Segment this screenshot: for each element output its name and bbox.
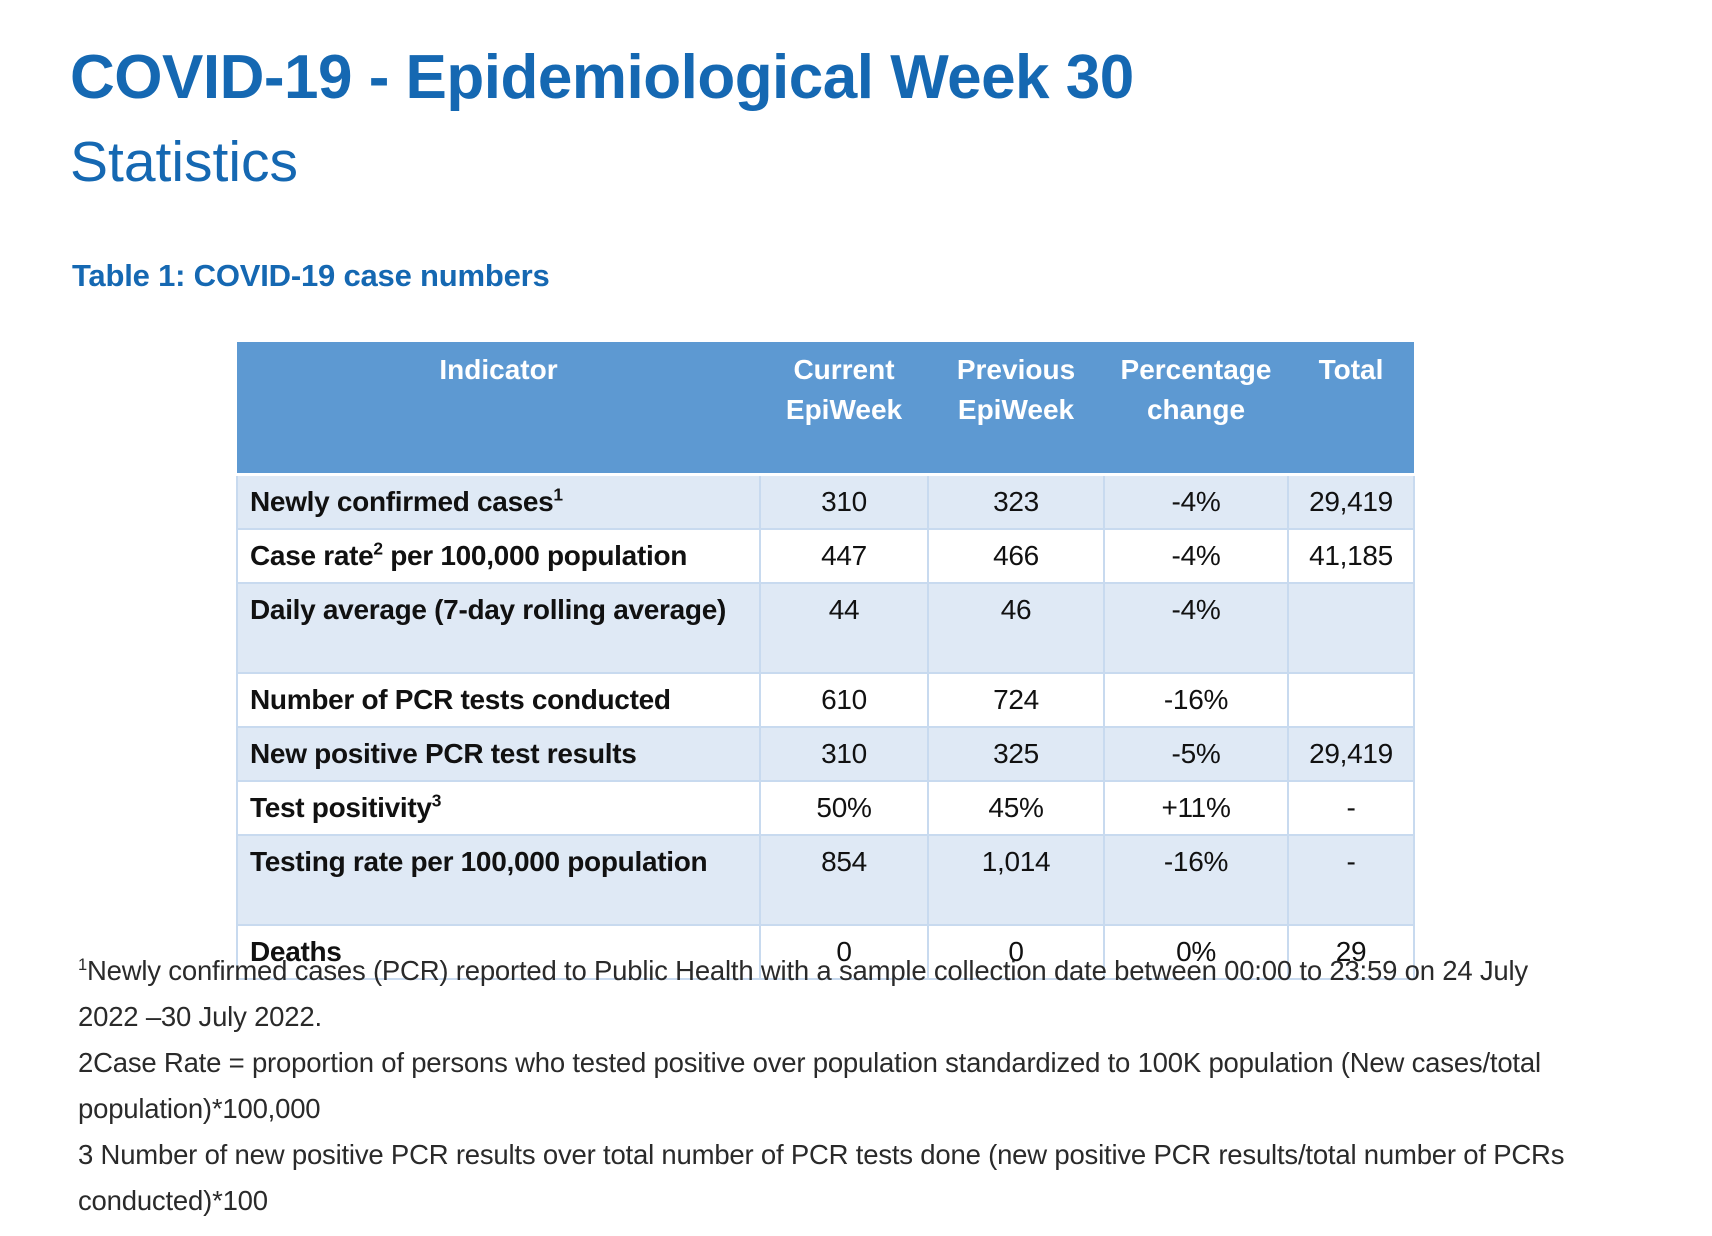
page-subtitle: Statistics [70,130,299,194]
covid-case-table: Indicator Current EpiWeek Previous EpiWe… [236,342,1415,980]
percentage-change-cell: +11% [1103,779,1289,836]
previous-epiweek-cell: 1,014 [927,833,1105,926]
previous-epiweek-cell: 325 [927,725,1105,782]
total-cell: 29,419 [1287,725,1415,782]
footnote-ref: 1 [553,484,563,505]
current-epiweek-cell: 310 [759,472,929,530]
percentage-change-cell: -4% [1103,581,1289,674]
total-cell: - [1287,779,1415,836]
table-header-row: Indicator Current EpiWeek Previous EpiWe… [237,342,1414,474]
indicator-cell: Daily average (7-day rolling average) [236,581,761,674]
footnotes: 1Newly confirmed cases (PCR) reported to… [78,948,1658,1224]
table-row-case-rate: Case rate2 per 100,000 population 447 46… [236,527,1415,584]
percentage-change-cell: -4% [1103,527,1289,584]
indicator-cell: Testing rate per 100,000 population [236,833,761,926]
percentage-change-cell: -5% [1103,725,1289,782]
footnote-line: 3 Number of new positive PCR results ove… [78,1139,1565,1170]
indicator-cell: Case rate2 per 100,000 population [236,527,761,584]
footnote-ref: 3 [431,790,442,811]
percentage-change-cell: -4% [1103,472,1289,530]
table-row-daily-average: Daily average (7-day rolling average) 44… [236,581,1415,674]
table-row-deaths: Deaths 0 0 0% 29 [236,923,1415,980]
indicator-cell: Newly confirmed cases1 [236,472,761,530]
indicator-cell: Test positivity3 [236,779,761,836]
footnote-marker: 1 [78,955,87,974]
indicator-cell: Deaths [236,923,761,980]
header-percentage-change: Percentage change [1104,342,1288,474]
current-epiweek-cell: 50% [759,779,929,836]
current-epiweek-cell: 610 [759,671,929,728]
header-previous-epiweek: Previous EpiWeek [928,342,1104,474]
page-title: COVID-19 - Epidemiological Week 30 [70,43,1134,112]
previous-epiweek-cell: 724 [927,671,1105,728]
footnote-line: 2022 –30 July 2022. [78,1001,322,1032]
percentage-change-cell: -16% [1103,833,1289,926]
previous-epiweek-cell: 0 [927,923,1105,980]
footnote-line: 1Newly confirmed cases (PCR) reported to… [78,955,1528,986]
table-row-test-positivity: Test positivity3 50% 45% +11% - [236,779,1415,836]
table-header: Indicator Current EpiWeek Previous EpiWe… [237,342,1414,474]
footnote-line: 2Case Rate = proportion of persons who t… [78,1047,1541,1078]
current-epiweek-cell: 44 [759,581,929,674]
indicator-cell: New positive PCR test results [236,725,761,782]
previous-epiweek-cell: 46 [927,581,1105,674]
table-row-testing-rate: Testing rate per 100,000 population 854 … [236,833,1415,926]
percentage-change-cell: -16% [1103,671,1289,728]
current-epiweek-cell: 447 [759,527,929,584]
total-cell [1287,671,1415,728]
total-cell: 29 [1287,923,1415,980]
footnote-ref: 2 [373,538,383,559]
page-header: COVID-19 - Epidemiological Week 30 Stati… [70,42,1134,192]
current-epiweek-cell: 310 [759,725,929,782]
total-cell: 41,185 [1287,527,1415,584]
header-indicator: Indicator [237,342,760,474]
previous-epiweek-cell: 45% [927,779,1105,836]
previous-epiweek-cell: 466 [927,527,1105,584]
total-cell [1287,581,1415,674]
table-row-newly-confirmed-cases: Newly confirmed cases1 310 323 -4% 29,41… [236,472,1415,530]
table-row-new-positive-pcr: New positive PCR test results 310 325 -5… [236,725,1415,782]
table-body: Newly confirmed cases1 310 323 -4% 29,41… [236,472,1415,980]
header-current-epiweek: Current EpiWeek [760,342,928,474]
table-caption: Table 1: COVID-19 case numbers [72,258,550,293]
percentage-change-cell: 0% [1103,923,1289,980]
header-total: Total [1288,342,1414,474]
total-cell: 29,419 [1287,472,1415,530]
previous-epiweek-cell: 323 [927,472,1105,530]
table-row-pcr-tests-conducted: Number of PCR tests conducted 610 724 -1… [236,671,1415,728]
footnote-line: conducted)*100 [78,1185,268,1216]
indicator-cell: Number of PCR tests conducted [236,671,761,728]
current-epiweek-cell: 0 [759,923,929,980]
current-epiweek-cell: 854 [759,833,929,926]
footnote-line: population)*100,000 [78,1093,321,1124]
total-cell: - [1287,833,1415,926]
